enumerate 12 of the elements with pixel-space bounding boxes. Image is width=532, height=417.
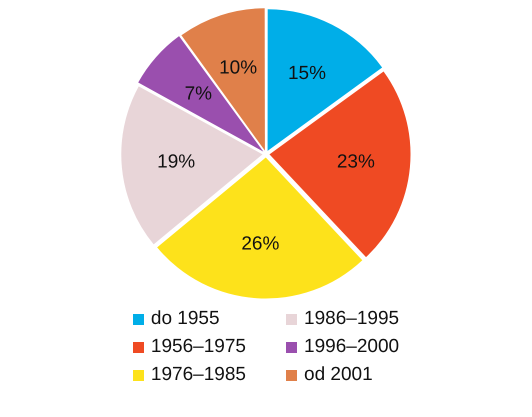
data-label: 23% [336,152,375,173]
legend-label: 1996–2000 [304,336,400,358]
data-label: 19% [157,152,196,173]
data-label: 10% [219,57,258,78]
data-label: 26% [241,233,280,254]
legend-label: 1976–1985 [150,364,246,386]
legend-label: do 1955 [150,308,220,330]
legend-label: od 2001 [304,364,373,386]
data-label: 15% [288,62,326,84]
data-label: 7% [184,84,212,105]
legend-label: 1986–1995 [304,308,400,330]
legend-label: 1956–1975 [150,336,246,358]
